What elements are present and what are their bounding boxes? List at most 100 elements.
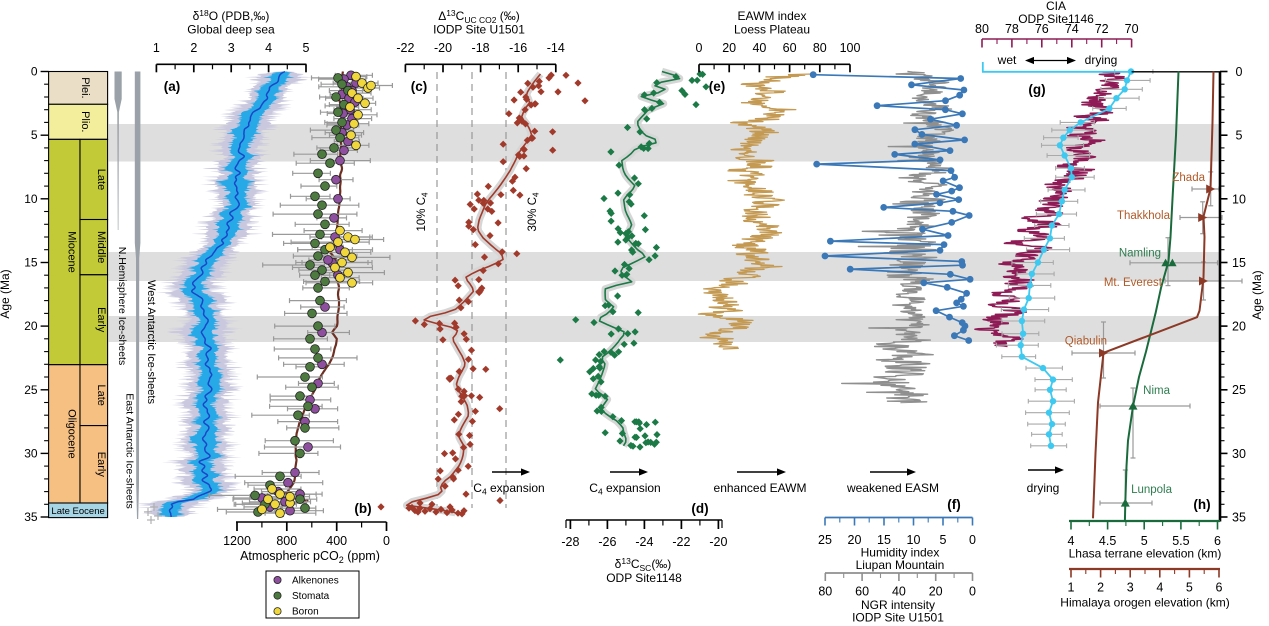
svg-text:NGR intensity: NGR intensity xyxy=(861,598,935,612)
svg-text:5: 5 xyxy=(940,533,947,547)
svg-text:4: 4 xyxy=(265,41,272,55)
svg-text:Atmospheric pCO2 (ppm): Atmospheric pCO2 (ppm) xyxy=(240,549,380,565)
svg-text:30: 30 xyxy=(24,446,38,460)
svg-text:2: 2 xyxy=(1097,581,1104,595)
svg-text:20: 20 xyxy=(929,585,943,599)
svg-text:Late: Late xyxy=(95,169,107,190)
svg-text:25: 25 xyxy=(818,533,832,547)
svg-text:West Antarctic Ice-sheets: West Antarctic Ice-sheets xyxy=(145,280,157,404)
svg-text:Boron: Boron xyxy=(292,607,319,618)
svg-text:CIA: CIA xyxy=(1046,0,1066,13)
svg-text:80: 80 xyxy=(975,22,989,36)
svg-text:60: 60 xyxy=(783,41,797,55)
svg-text:74: 74 xyxy=(1065,22,1079,36)
svg-text:Himalaya orogen elevation (km): Himalaya orogen elevation (km) xyxy=(1060,596,1229,610)
svg-text:0: 0 xyxy=(31,65,38,79)
svg-text:IODP Site U1501: IODP Site U1501 xyxy=(433,23,525,37)
svg-text:800: 800 xyxy=(276,534,297,548)
svg-text:0: 0 xyxy=(1236,65,1243,79)
svg-text:ODP Site1146: ODP Site1146 xyxy=(1018,12,1094,26)
svg-text:76: 76 xyxy=(1035,22,1049,36)
svg-text:100: 100 xyxy=(840,41,861,55)
svg-text:2: 2 xyxy=(190,41,197,55)
svg-text:5: 5 xyxy=(31,128,38,142)
svg-text:-14: -14 xyxy=(547,41,565,55)
svg-text:-28: -28 xyxy=(561,535,579,549)
svg-text:N.Hemisphere Ice-sheets: N.Hemisphere Ice-sheets xyxy=(116,247,128,365)
svg-text:Mt. Everest: Mt. Everest xyxy=(1104,277,1163,289)
svg-text:(d): (d) xyxy=(691,501,708,516)
svg-text:4: 4 xyxy=(1068,534,1075,548)
svg-text:IODP Site U1501: IODP Site U1501 xyxy=(852,611,944,625)
svg-text:10% C4: 10% C4 xyxy=(416,192,430,232)
svg-text:3: 3 xyxy=(228,41,235,55)
svg-text:0: 0 xyxy=(969,585,976,599)
svg-text:5: 5 xyxy=(1186,581,1193,595)
svg-text:(e): (e) xyxy=(709,79,726,94)
svg-text:Δ13CUC CO2 (‰): Δ13CUC CO2 (‰) xyxy=(438,8,520,25)
svg-text:-24: -24 xyxy=(635,535,653,549)
svg-text:72: 72 xyxy=(1095,22,1109,36)
svg-text:5: 5 xyxy=(1236,129,1243,143)
svg-text:-16: -16 xyxy=(509,41,527,55)
svg-text:40: 40 xyxy=(892,585,906,599)
svg-text:-20: -20 xyxy=(434,41,452,55)
svg-text:4.5: 4.5 xyxy=(1099,534,1116,548)
svg-text:Thakkhola: Thakkhola xyxy=(1117,210,1171,222)
svg-text:0: 0 xyxy=(696,41,703,55)
svg-text:Early: Early xyxy=(95,452,107,478)
svg-text:-18: -18 xyxy=(472,41,490,55)
svg-text:15: 15 xyxy=(1232,256,1246,270)
svg-text:Oligocene: Oligocene xyxy=(65,409,77,459)
svg-text:5.5: 5.5 xyxy=(1172,534,1189,548)
svg-text:-22: -22 xyxy=(396,41,414,55)
svg-text:1: 1 xyxy=(153,41,160,55)
svg-text:C4 expansion: C4 expansion xyxy=(589,481,660,497)
svg-text:5: 5 xyxy=(1141,534,1148,548)
svg-text:drying: drying xyxy=(1085,53,1118,67)
svg-text:δ18O (PDB,‰): δ18O (PDB,‰) xyxy=(193,8,270,23)
svg-text:10: 10 xyxy=(907,533,921,547)
svg-text:(g): (g) xyxy=(1028,82,1045,97)
svg-text:Early: Early xyxy=(95,307,107,333)
svg-text:20: 20 xyxy=(24,319,38,333)
svg-text:5: 5 xyxy=(303,41,310,55)
svg-text:Alkenones: Alkenones xyxy=(292,576,339,587)
svg-text:15: 15 xyxy=(24,256,38,270)
svg-text:35: 35 xyxy=(24,510,38,524)
svg-text:20: 20 xyxy=(848,533,862,547)
svg-text:wet: wet xyxy=(997,53,1017,67)
svg-text:(a): (a) xyxy=(164,79,181,94)
svg-text:1200: 1200 xyxy=(223,534,251,548)
svg-text:Loess Plateau: Loess Plateau xyxy=(734,23,810,37)
svg-text:Middle: Middle xyxy=(95,231,107,263)
svg-text:6: 6 xyxy=(1216,581,1223,595)
svg-text:1: 1 xyxy=(1068,581,1075,595)
svg-text:Plio.: Plio. xyxy=(79,111,91,132)
svg-text:60: 60 xyxy=(855,585,869,599)
svg-text:78: 78 xyxy=(1005,22,1019,36)
svg-text:0: 0 xyxy=(969,533,976,547)
svg-text:Liupan Mountain: Liupan Mountain xyxy=(856,558,945,572)
svg-text:Stomata: Stomata xyxy=(292,591,330,602)
svg-text:80: 80 xyxy=(813,41,827,55)
svg-text:Miocene: Miocene xyxy=(65,231,77,273)
svg-text:-26: -26 xyxy=(598,535,616,549)
svg-text:25: 25 xyxy=(1232,383,1246,397)
svg-text:Lunpola: Lunpola xyxy=(1131,484,1173,496)
svg-text:4: 4 xyxy=(1156,581,1163,595)
svg-text:Late: Late xyxy=(95,384,107,405)
svg-text:25: 25 xyxy=(24,383,38,397)
svg-text:East Antarctic Ice-sheets: East Antarctic Ice-sheets xyxy=(124,393,136,509)
svg-text:Nima: Nima xyxy=(1143,385,1170,397)
svg-text:3: 3 xyxy=(1127,581,1134,595)
svg-text:Plei.: Plei. xyxy=(79,77,91,98)
svg-text:35: 35 xyxy=(1232,511,1246,525)
svg-text:Lhasa terrane elevation (km): Lhasa terrane elevation (km) xyxy=(1069,547,1222,561)
svg-text:6: 6 xyxy=(1214,534,1221,548)
svg-text:-22: -22 xyxy=(672,535,690,549)
svg-text:(b): (b) xyxy=(354,501,371,516)
svg-text:Age (Ma): Age (Ma) xyxy=(0,269,12,318)
svg-text:40: 40 xyxy=(752,41,766,55)
svg-text:20: 20 xyxy=(722,41,736,55)
